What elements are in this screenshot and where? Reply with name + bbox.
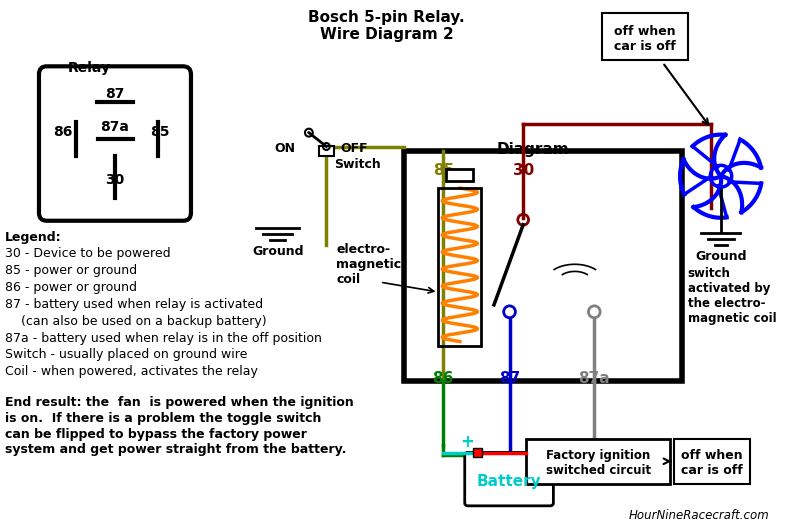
Bar: [318, 146, 334, 156]
Text: 30: 30: [513, 163, 534, 178]
Text: can be flipped to bypass the factory power: can be flipped to bypass the factory pow…: [5, 428, 306, 441]
Text: 86: 86: [53, 125, 73, 139]
Text: Switch - usually placed on ground wire: Switch - usually placed on ground wire: [5, 348, 247, 362]
Text: Legend:: Legend:: [5, 231, 61, 244]
Text: 86 - power or ground: 86 - power or ground: [5, 281, 137, 294]
Text: switch
activated by
the electro-
magnetic coil: switch activated by the electro- magneti…: [688, 267, 777, 325]
Bar: [404, 151, 682, 381]
Text: 85: 85: [433, 163, 454, 178]
Bar: [526, 439, 670, 484]
Bar: [473, 449, 482, 457]
Text: Relay: Relay: [68, 61, 111, 75]
Text: Bosch 5-pin Relay.: Bosch 5-pin Relay.: [309, 10, 465, 25]
Bar: [674, 439, 750, 484]
Bar: [438, 188, 481, 346]
Text: 87 - battery used when relay is activated: 87 - battery used when relay is activate…: [5, 298, 263, 311]
Text: 30: 30: [106, 173, 125, 187]
Text: HourNineRacecraft.com: HourNineRacecraft.com: [629, 509, 769, 522]
Text: End result: the  fan  is powered when the ignition: End result: the fan is powered when the …: [5, 396, 353, 409]
Text: OFF: OFF: [340, 142, 368, 155]
Text: 87: 87: [499, 371, 520, 386]
Text: is on.  If there is a problem the toggle switch: is on. If there is a problem the toggle …: [5, 412, 322, 425]
Text: system and get power straight from the battery.: system and get power straight from the b…: [5, 443, 346, 456]
Text: 30 - Device to be powered: 30 - Device to be powered: [5, 247, 171, 260]
Text: 87a - battery used when relay is in the off position: 87a - battery used when relay is in the …: [5, 332, 322, 345]
Text: 87a: 87a: [579, 371, 610, 386]
Bar: [602, 13, 688, 60]
Text: Coil - when powered, activates the relay: Coil - when powered, activates the relay: [5, 365, 258, 378]
Text: Diagram: Diagram: [497, 141, 569, 157]
Text: off when
car is off: off when car is off: [614, 25, 676, 52]
Text: electro-
magnetic
coil: electro- magnetic coil: [336, 243, 401, 286]
Text: 86: 86: [433, 371, 454, 386]
Text: 87: 87: [106, 87, 125, 101]
Text: Factory ignition
switched circuit: Factory ignition switched circuit: [545, 449, 651, 477]
Text: Battery: Battery: [476, 474, 541, 488]
Text: +: +: [460, 433, 474, 451]
Text: Wire Diagram 2: Wire Diagram 2: [320, 27, 453, 42]
Text: off when
car is off: off when car is off: [681, 449, 743, 477]
Text: (can also be used on a backup battery): (can also be used on a backup battery): [5, 315, 267, 328]
FancyBboxPatch shape: [39, 67, 191, 221]
FancyBboxPatch shape: [464, 452, 553, 506]
Text: Switch: Switch: [334, 158, 381, 171]
Bar: [446, 169, 473, 181]
Text: 85 - power or ground: 85 - power or ground: [5, 264, 137, 277]
Text: 85: 85: [150, 125, 170, 139]
Text: Ground: Ground: [696, 250, 746, 264]
Text: Ground: Ground: [252, 245, 303, 257]
Text: ON: ON: [274, 142, 295, 155]
Text: 87a: 87a: [101, 120, 129, 134]
